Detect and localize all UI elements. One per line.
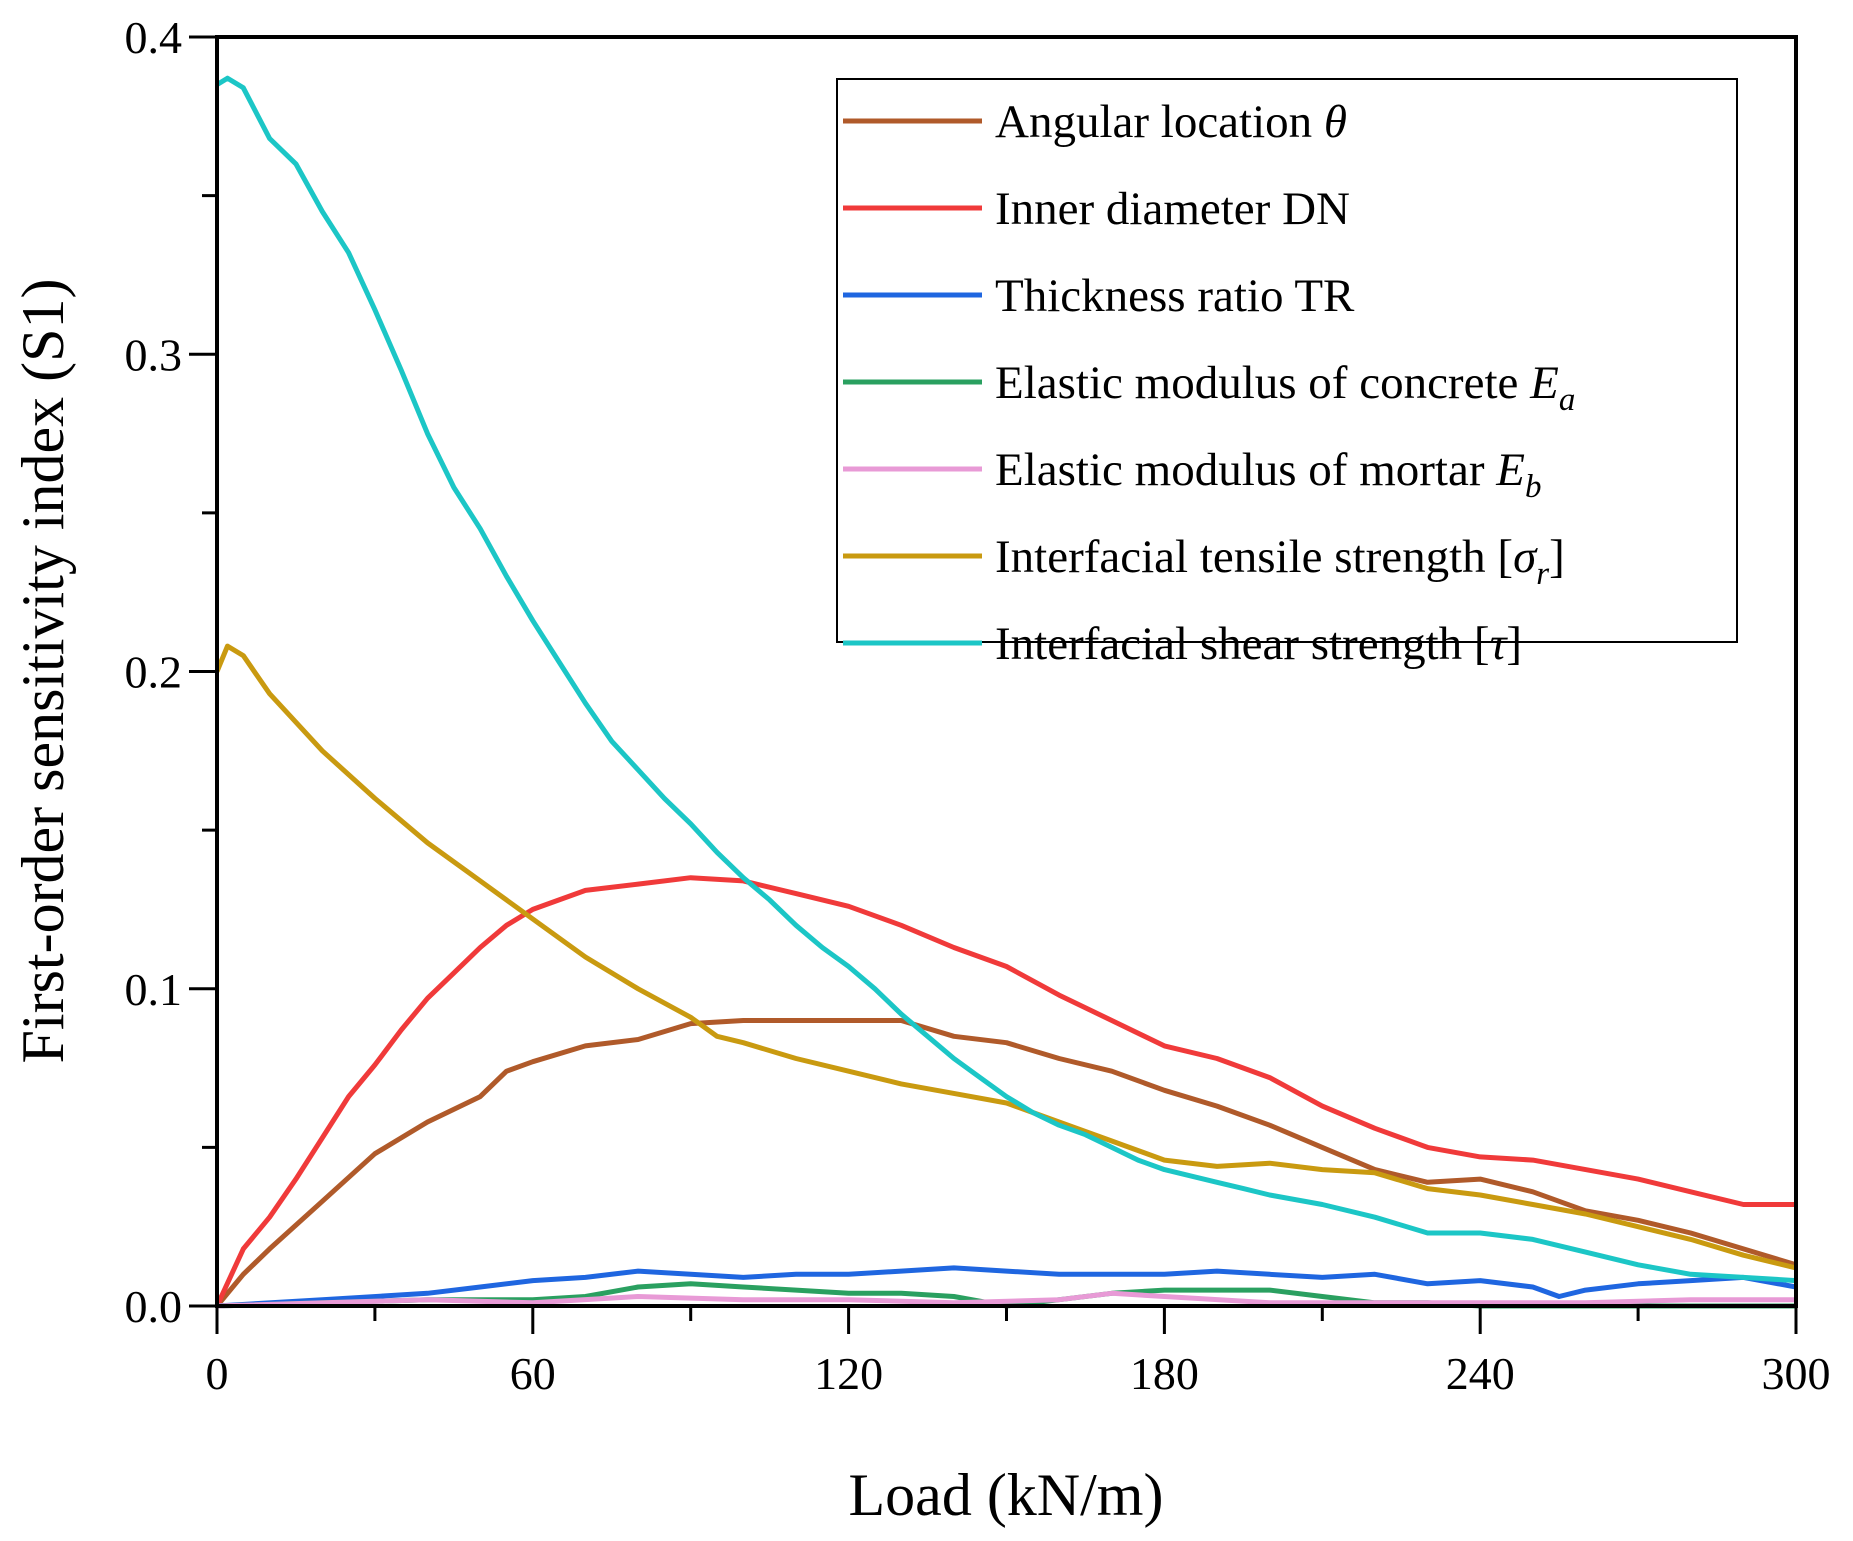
series-line-0 — [215, 1018, 1797, 1308]
legend-label: Elastic modulus of concrete Ea — [995, 357, 1575, 418]
x-tick-label: 300 — [1762, 1348, 1831, 1399]
x-tick-label: 120 — [814, 1348, 883, 1399]
legend-entry: Elastic modulus of mortar Eb — [843, 444, 1541, 505]
legend-label: Angular location θ — [995, 96, 1347, 148]
y-tick-label: 0.0 — [125, 1281, 183, 1332]
x-tick-label: 180 — [1130, 1348, 1199, 1399]
legend-box — [836, 78, 1738, 643]
y-tick-label: 0.2 — [125, 647, 183, 698]
y-tick-label: 0.3 — [125, 329, 183, 380]
series-line-2 — [216, 1265, 1797, 1309]
ticks-layer: 0 60 120 180 240 300 0.0 0.1 0.2 0.3 0.4 — [125, 12, 1831, 1399]
y-tick-label: 0.1 — [125, 964, 183, 1015]
legend-entry: Angular location θ — [843, 96, 1347, 148]
x-tick-label: 0 — [206, 1348, 229, 1399]
series-line-4 — [216, 1290, 1796, 1309]
series-line-3 — [216, 1281, 1796, 1309]
y-tick-label: 0.4 — [125, 12, 183, 63]
legend-entry: Interfacial shear strength [τ] — [843, 618, 1522, 670]
legend-label: Inner diameter DN — [995, 183, 1350, 235]
x-axis-title: Load (kN/m) — [849, 1462, 1164, 1528]
series-line-6 — [215, 75, 1797, 1284]
series-line-1 — [214, 875, 1796, 1308]
x-tick-label: 60 — [510, 1348, 556, 1399]
legend-label: Interfacial tensile strength [σr] — [995, 531, 1565, 592]
legend-label: Interfacial shear strength [τ] — [995, 618, 1522, 670]
series-line-5 — [214, 643, 1797, 1271]
legend-entry: Thickness ratio TR — [843, 270, 1355, 322]
legend-label: Elastic modulus of mortar Eb — [995, 444, 1541, 505]
legend-entry: Inner diameter DN — [843, 183, 1350, 235]
legend: Angular location θ Inner diameter DN Thick… — [836, 78, 1738, 670]
legend-entry: Interfacial tensile strength [σr] — [843, 531, 1565, 592]
legend-label: Thickness ratio TR — [995, 270, 1355, 322]
y-axis-title: First-order sensitivity index (S1) — [10, 279, 76, 1064]
legend-entry: Elastic modulus of concrete Ea — [843, 357, 1575, 418]
series-layer — [214, 75, 1797, 1309]
x-tick-label: 240 — [1446, 1348, 1515, 1399]
